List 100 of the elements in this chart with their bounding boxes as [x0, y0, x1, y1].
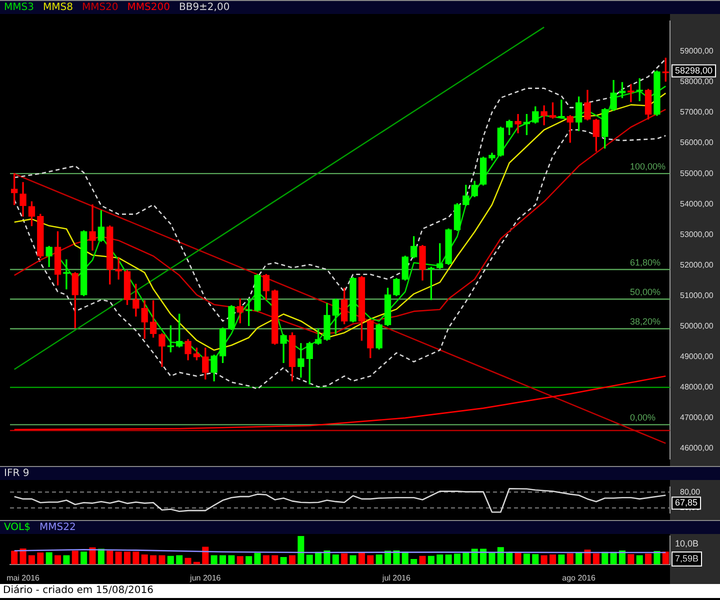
y-tick-label: 47000,00 — [680, 413, 714, 422]
y-tick-label: 54000,00 — [680, 199, 714, 208]
bar — [210, 555, 218, 564]
bar — [324, 550, 330, 564]
x-tick-label: ago 2016 — [562, 573, 596, 582]
y-tick-label: 56000,00 — [680, 138, 714, 148]
bar — [367, 555, 374, 564]
bar — [550, 554, 556, 564]
bar — [72, 550, 78, 564]
text: BB9±2,00 — [178, 1, 230, 14]
bar — [436, 554, 444, 564]
y-tick-label: 55000,00 — [680, 168, 714, 178]
text: Diário - criado em 15/08/2016 — [0, 584, 720, 598]
bar — [272, 555, 278, 564]
y-tick-label: 80,00 — [680, 487, 701, 496]
annotation: 38,20% — [630, 316, 661, 327]
text: 7,59B — [675, 553, 699, 564]
candlestick — [540, 105, 548, 126]
bar — [220, 555, 226, 564]
bar — [514, 552, 522, 564]
bar — [654, 551, 660, 564]
text: MMS8 — [42, 1, 73, 14]
series-label: VOL$ — [4, 521, 30, 534]
y-tick-label: 51000,00 — [680, 290, 714, 300]
y-tick-label: 53000,00 — [680, 230, 714, 239]
bar — [306, 554, 313, 564]
y-tick-label: 59000,00 — [680, 46, 714, 56]
bar — [11, 550, 18, 564]
series-label: MMS22 — [39, 521, 76, 534]
bar — [37, 552, 44, 564]
bar — [167, 556, 174, 564]
y-tick-label: 46000,00 — [680, 444, 714, 453]
text: 58298,00 — [675, 65, 713, 76]
bar — [592, 553, 600, 564]
y-tick-label: 57000,00 — [680, 108, 714, 117]
candlestick — [63, 259, 70, 290]
bar — [115, 552, 122, 564]
bar — [636, 555, 643, 564]
bar — [532, 554, 539, 564]
text: MMS20 — [82, 1, 118, 14]
bar — [236, 556, 244, 564]
bar — [410, 559, 418, 564]
bar — [106, 550, 114, 564]
text: 67,85 — [675, 498, 698, 508]
bar — [488, 553, 496, 564]
bar — [428, 556, 434, 564]
chart-title: IFR 9 — [4, 467, 30, 480]
candlestick — [628, 84, 634, 102]
bar — [288, 555, 296, 564]
y-tick-label: 49000,00 — [680, 352, 714, 362]
bar — [46, 552, 52, 564]
bar — [540, 555, 548, 564]
bar — [54, 555, 62, 564]
text: MMS3 — [4, 1, 34, 14]
bar — [132, 552, 140, 564]
bar — [262, 555, 270, 564]
y-tick-label: 50000,00 — [680, 322, 714, 331]
text: 10,0B — [675, 538, 699, 548]
candlestick — [558, 100, 565, 119]
annotation: 50,00% — [630, 287, 661, 298]
text: MMS200 — [127, 1, 170, 14]
bar — [228, 555, 235, 564]
bar — [28, 555, 35, 564]
candlestick — [514, 114, 522, 134]
annotation: 0,00% — [630, 412, 656, 423]
x-tick-label: mai 2016 — [6, 573, 40, 582]
bar — [246, 556, 252, 564]
bar — [89, 547, 96, 564]
bar — [80, 552, 88, 564]
annotation: 100,00% — [630, 162, 666, 172]
bar — [445, 554, 452, 564]
y-tick-label: 58000,00 — [680, 77, 714, 86]
bar — [341, 553, 348, 564]
bar — [158, 555, 166, 564]
bar — [558, 554, 565, 564]
bar — [184, 558, 192, 564]
y-tick-label: 52000,00 — [680, 260, 714, 270]
bar — [376, 554, 382, 564]
annotation: 61,80% — [630, 257, 661, 268]
bar — [454, 554, 460, 564]
bar — [254, 553, 261, 564]
bar — [124, 552, 130, 564]
bar — [419, 556, 426, 564]
bar — [584, 550, 591, 564]
bar — [618, 550, 626, 564]
bar — [628, 554, 634, 564]
candlestick — [89, 204, 96, 251]
bar — [523, 554, 530, 564]
bar — [350, 555, 356, 564]
bar — [662, 552, 669, 564]
bar — [280, 557, 287, 564]
x-tick-label: jul 2016 — [381, 573, 412, 582]
bar — [63, 555, 70, 564]
bar — [358, 552, 365, 564]
bar — [176, 555, 183, 564]
bar — [645, 554, 652, 564]
bar — [141, 554, 148, 564]
candlestick — [298, 343, 304, 378]
y-tick-label: 48000,00 — [680, 382, 714, 392]
bar — [566, 553, 574, 564]
